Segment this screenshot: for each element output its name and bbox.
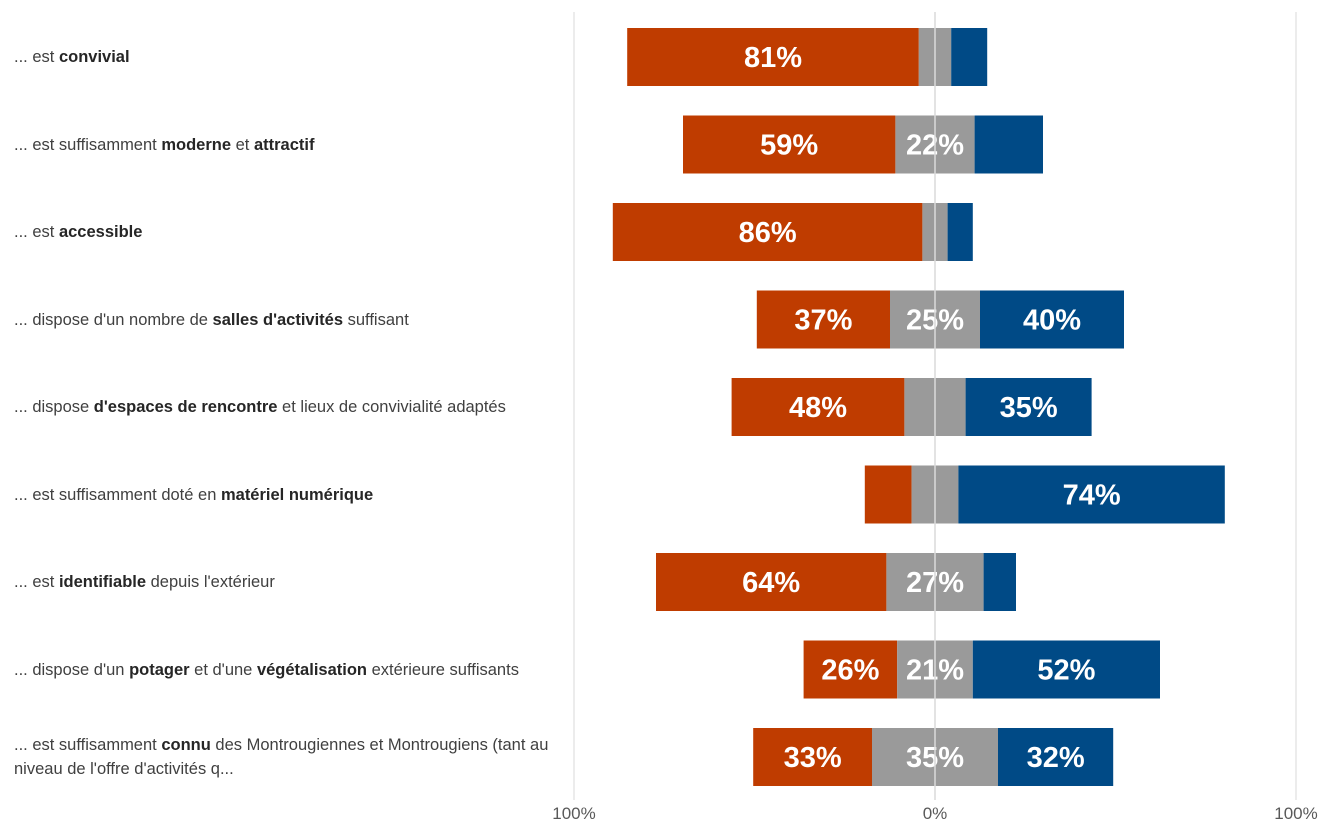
data-label-positive: 32% <box>1027 742 1085 774</box>
data-label-positive: 35% <box>1000 392 1058 424</box>
data-label-negative: 59% <box>760 130 818 162</box>
data-label-positive: 74% <box>1063 480 1121 512</box>
bar-negative <box>865 466 912 524</box>
bar-positive <box>951 28 987 86</box>
bar-positive <box>984 553 1016 611</box>
data-label-positive: 40% <box>1023 305 1081 337</box>
x-tick-label: 100% <box>552 804 595 823</box>
x-tick-label: 100% <box>1274 804 1317 823</box>
data-label-negative: 81% <box>744 42 802 74</box>
data-label-negative: 37% <box>794 305 852 337</box>
x-tick-label: 0% <box>923 804 948 823</box>
bar-positive <box>948 203 973 261</box>
data-label-negative: 26% <box>821 655 879 687</box>
data-label-negative: 86% <box>739 217 797 249</box>
data-label-negative: 64% <box>742 567 800 599</box>
data-label-positive: 52% <box>1037 655 1095 687</box>
bar-positive <box>975 116 1043 174</box>
data-label-negative: 33% <box>784 742 842 774</box>
data-label-negative: 48% <box>789 392 847 424</box>
